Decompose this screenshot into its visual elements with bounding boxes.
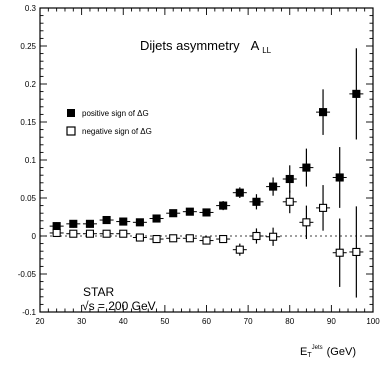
point-negative	[285, 197, 294, 206]
plot-frame	[39, 7, 374, 313]
point-negative	[202, 236, 211, 245]
series-layer	[49, 48, 364, 298]
y-axis-ticks: -0.1 -0.05 0 0.05 0.1 0.15 0.2 0.25 0.3	[18, 4, 373, 317]
point-positive	[52, 222, 61, 231]
point-negative	[169, 234, 178, 243]
x-tick-label: 90	[327, 317, 336, 326]
y-tick-label: 0.3	[25, 4, 37, 13]
point-positive	[152, 214, 161, 223]
legend-label-negative: negative sign of ΔG	[82, 127, 152, 136]
x-axis-label: ETJets (GeV)	[300, 345, 356, 359]
point-negative	[69, 229, 78, 238]
point-positive	[252, 197, 261, 206]
point-positive	[302, 163, 311, 172]
point-positive	[269, 182, 278, 191]
x-tick-label: 80	[285, 317, 294, 326]
point-negative	[135, 233, 144, 242]
point-negative	[352, 247, 361, 257]
point-positive	[318, 108, 328, 117]
chart-title: Dijets asymmetry A LL	[140, 38, 272, 55]
x-tick-label: 20	[36, 317, 45, 326]
x-tick-label: 60	[202, 317, 211, 326]
point-positive	[119, 217, 128, 226]
point-positive	[102, 215, 111, 225]
point-negative	[185, 234, 194, 243]
y-tick-label: -0.05	[18, 270, 37, 279]
x-tick-label: 100	[366, 317, 380, 326]
y-tick-label: 0.1	[25, 156, 37, 165]
x-tick-label: 40	[119, 317, 128, 326]
point-positive	[202, 208, 211, 217]
y-tick-label: 0.15	[20, 118, 36, 127]
legend-marker-positive	[67, 109, 75, 117]
point-positive	[219, 201, 228, 210]
x-tick-label: 30	[77, 317, 86, 326]
y-tick-label: 0.25	[20, 42, 36, 51]
point-positive	[285, 174, 294, 184]
point-positive	[185, 207, 194, 216]
point-negative	[119, 229, 128, 238]
experiment-label: STAR	[83, 285, 114, 299]
point-positive	[352, 89, 361, 98]
point-negative	[152, 234, 161, 244]
y-tick-label: -0.1	[22, 308, 36, 317]
point-negative	[269, 232, 278, 241]
point-positive	[169, 209, 178, 218]
point-positive	[69, 219, 78, 228]
legend: positive sign of ΔG negative sign of ΔG	[66, 109, 152, 136]
legend-label-positive: positive sign of ΔG	[82, 109, 149, 118]
point-positive	[335, 173, 344, 182]
point-negative	[252, 231, 261, 241]
point-negative	[318, 203, 328, 212]
x-tick-label: 50	[160, 317, 169, 326]
point-negative	[102, 229, 111, 238]
y-tick-label: 0	[32, 232, 37, 241]
y-tick-label: 0.05	[20, 194, 36, 203]
x-axis-ticks: 20 30 40 50 60 70 80 90 100	[36, 8, 380, 326]
point-positive	[135, 218, 144, 227]
point-negative	[235, 245, 244, 254]
point-negative	[335, 248, 344, 257]
point-positive	[85, 219, 94, 228]
energy-label: √s = 200 GeV	[82, 299, 156, 313]
legend-marker-negative	[66, 126, 76, 136]
point-negative	[302, 218, 311, 227]
point-negative	[85, 229, 94, 238]
point-positive	[235, 188, 244, 197]
x-tick-label: 70	[244, 317, 253, 326]
point-negative	[52, 228, 61, 238]
point-negative	[219, 234, 228, 244]
y-tick-label: 0.2	[25, 80, 37, 89]
